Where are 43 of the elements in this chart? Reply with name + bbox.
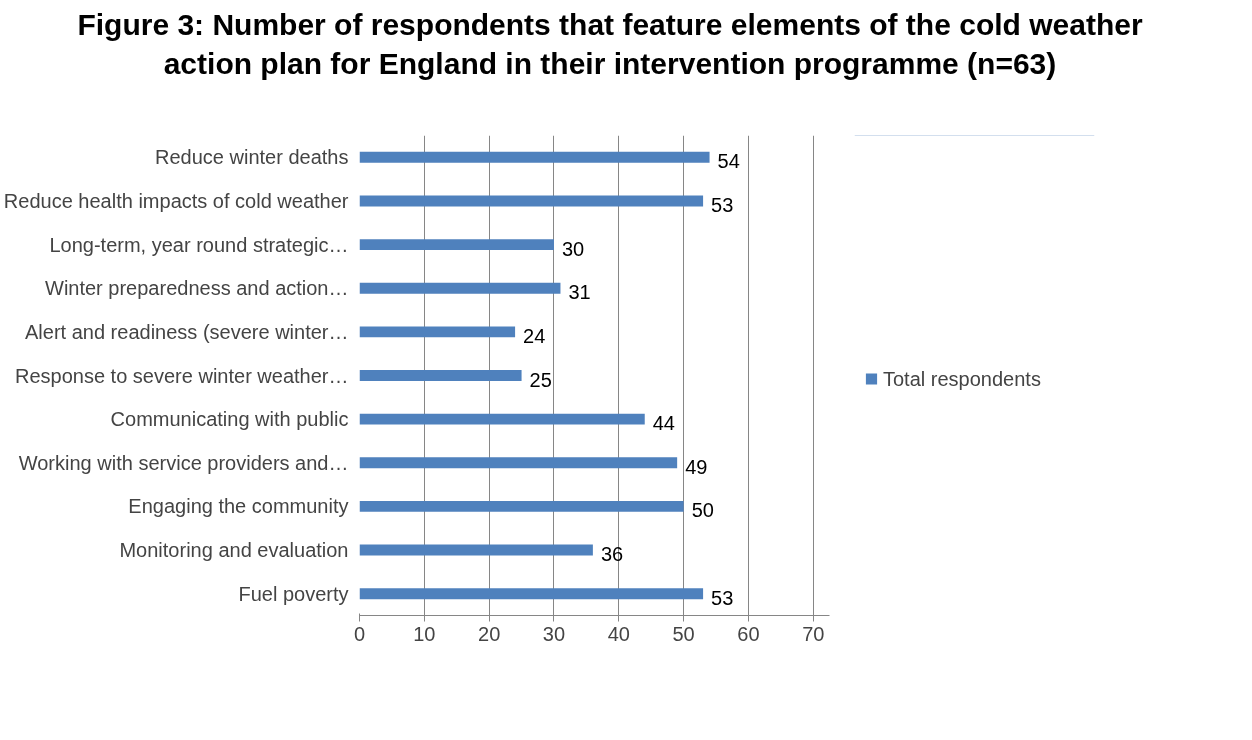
x-tick-label: 50 (672, 622, 695, 645)
x-tick-label: 30 (542, 622, 566, 645)
data-label: 25 (529, 368, 552, 391)
chart-title: Figure 3: Number of respondents that feature elements of the cold weather action plan for England in their intervention programme (n=63) (76, 7, 1144, 82)
data-label: 44 (652, 412, 675, 435)
legend-label: Total respondents (883, 367, 1041, 390)
data-label: 54 (717, 150, 740, 173)
data-label: 53 (711, 193, 734, 216)
x-tick-label: 70 (802, 622, 825, 645)
y-tick-label: Communicating with public (110, 408, 349, 431)
data-label: 53 (711, 586, 734, 609)
x-tick-label: 60 (737, 622, 760, 645)
y-tick-label: Fuel poverty (238, 582, 349, 605)
x-tick-label: 10 (413, 622, 436, 645)
bar (359, 457, 678, 469)
bar (359, 195, 704, 207)
x-tick-label: 20 (478, 622, 501, 645)
bar (359, 544, 593, 556)
y-tick-label: Working with service providers and… (18, 451, 349, 474)
bar (359, 500, 684, 512)
y-tick-label: Long-term, year round strategic… (49, 233, 349, 256)
bar (359, 370, 522, 381)
data-label: 31 (568, 281, 591, 304)
data-label: 30 (561, 237, 585, 260)
y-tick-label: Reduce health impacts of cold weather (3, 189, 349, 212)
bar (359, 326, 516, 338)
data-label: 50 (691, 499, 714, 522)
y-tick-label: Monitoring and evaluation (119, 539, 349, 562)
bar (359, 588, 704, 600)
data-label: 24 (523, 324, 546, 347)
bar (359, 282, 561, 294)
bar (359, 151, 710, 163)
y-tick-label: Engaging the community (128, 495, 349, 518)
y-tick-label: Reduce winter deaths (155, 146, 349, 169)
y-tick-label: Response to severe winter weather… (15, 364, 349, 387)
x-tick-label: 0 (353, 622, 366, 645)
data-label: 49 (685, 455, 708, 478)
bar (359, 413, 645, 425)
y-tick-label: Alert and readiness (severe winter… (25, 320, 349, 343)
bar (359, 239, 554, 251)
x-tick-label: 40 (607, 622, 630, 645)
y-tick-label: Winter preparedness and action… (45, 277, 349, 300)
data-label: 36 (600, 543, 624, 566)
